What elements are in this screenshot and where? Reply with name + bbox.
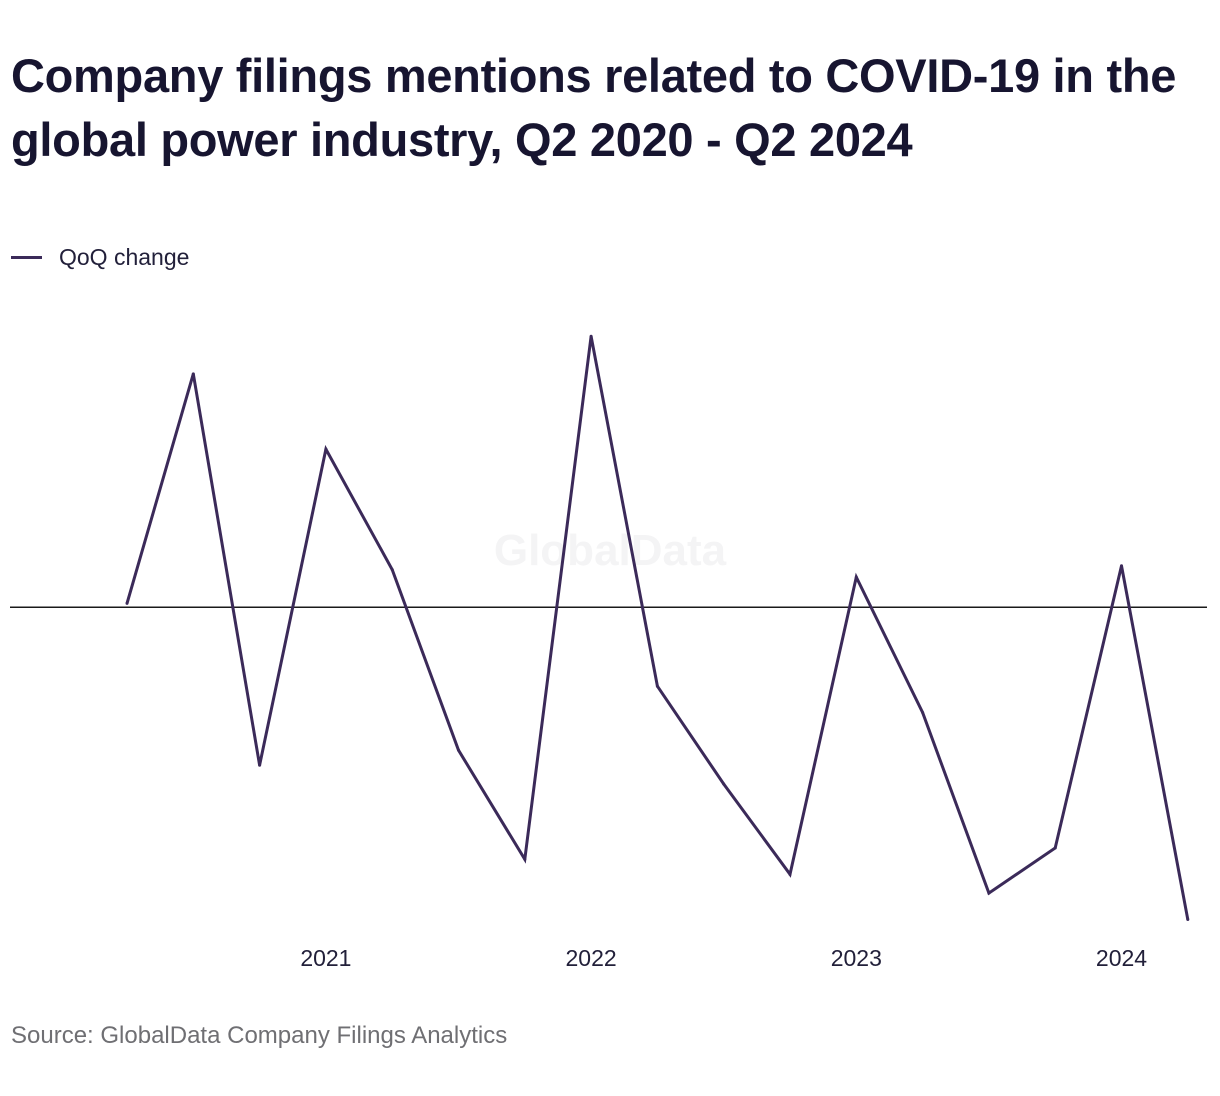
data-point [788, 872, 792, 876]
data-point [523, 857, 527, 861]
data-point [1186, 917, 1190, 921]
data-point [921, 711, 925, 715]
x-tick-label: 2024 [1096, 945, 1147, 971]
data-point [191, 372, 195, 376]
data-point [1120, 564, 1123, 568]
source-note: Source: GlobalData Company Filings Analy… [11, 1022, 508, 1049]
legend-swatch [11, 255, 42, 259]
data-point [589, 334, 593, 338]
legend: QoQ change [11, 242, 189, 272]
chart-title: Company filings mentions related to COVI… [11, 49, 1177, 166]
data-point [125, 601, 129, 605]
x-tick-label: 2023 [831, 945, 882, 971]
data-point [854, 575, 858, 579]
data-point [987, 891, 991, 895]
x-tick-label: 2022 [566, 945, 617, 971]
x-tick-label: 2021 [300, 945, 351, 971]
data-point [258, 763, 262, 767]
data-point [1053, 846, 1057, 850]
data-point [324, 447, 328, 451]
watermark: GlobalData [494, 526, 727, 575]
data-point [390, 568, 394, 572]
data-point [457, 748, 460, 752]
series-line-qoq-change [125, 336, 1190, 920]
legend-label: QoQ change [59, 243, 190, 270]
data-point [722, 782, 726, 786]
data-point [655, 684, 659, 688]
